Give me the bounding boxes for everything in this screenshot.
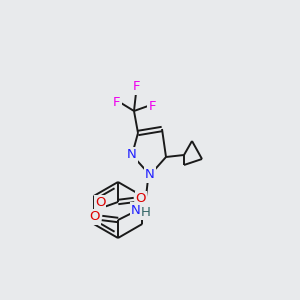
Text: O: O bbox=[95, 196, 105, 209]
Text: N: N bbox=[131, 203, 141, 217]
Text: H: H bbox=[141, 206, 151, 218]
Text: N: N bbox=[145, 169, 155, 182]
Text: F: F bbox=[113, 97, 121, 110]
Text: O: O bbox=[90, 211, 100, 224]
Text: N: N bbox=[127, 148, 137, 161]
Text: F: F bbox=[148, 100, 156, 112]
Text: O: O bbox=[136, 193, 146, 206]
Text: F: F bbox=[132, 80, 140, 94]
